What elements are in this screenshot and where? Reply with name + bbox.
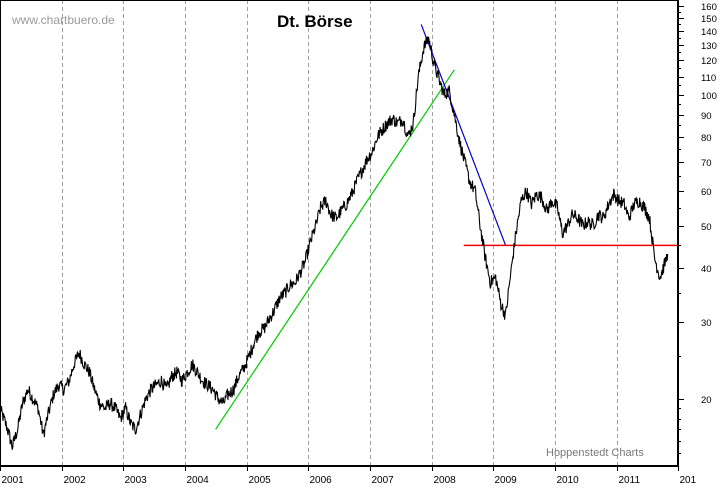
x-tick-label: 2009 xyxy=(495,475,518,486)
x-tick-label: 2007 xyxy=(372,475,395,486)
x-tick-label: 2011 xyxy=(619,475,641,486)
x-tick-label: 201 xyxy=(680,475,697,486)
watermark-text: www.chartbuero.de xyxy=(11,13,115,27)
x-tick-label: 2005 xyxy=(249,475,272,486)
price-series-line xyxy=(0,36,669,450)
trendlines xyxy=(215,24,678,430)
trendline xyxy=(215,69,455,430)
y-tick-label: 130 xyxy=(701,41,717,52)
y-tick-label: 80 xyxy=(701,133,712,144)
y-tick-label: 40 xyxy=(701,264,712,275)
y-tick-label: 160 xyxy=(701,2,717,13)
y-tick-label: 140 xyxy=(701,27,717,38)
y-tick-label: 50 xyxy=(701,222,712,233)
year-gridlines xyxy=(62,0,618,466)
x-tick-label: 2004 xyxy=(187,475,210,486)
x-tick-label: 2002 xyxy=(64,475,87,486)
x-tick-label: 2003 xyxy=(125,475,148,486)
y-tick-label: 120 xyxy=(701,56,717,67)
y-tick-label: 30 xyxy=(701,318,712,329)
y-tick-label: 110 xyxy=(701,73,716,84)
x-tick-label: 2001 xyxy=(2,475,25,486)
y-tick-label: 20 xyxy=(701,395,712,406)
plot-frame xyxy=(0,0,678,466)
trendline xyxy=(420,24,507,246)
y-tick-label: 90 xyxy=(701,111,712,122)
x-tick-label: 2010 xyxy=(557,475,580,486)
credit-text: Hoppenstedt Charts xyxy=(546,447,644,459)
x-tick-label: 2006 xyxy=(310,475,333,486)
y-tick-label: 150 xyxy=(701,14,717,25)
x-axis: 2001 2002 2003 2004 2005 2006 2007 2008 2009 2010… xyxy=(0,466,697,486)
y-tick-label: 100 xyxy=(701,91,717,102)
chart-title: Dt. Börse xyxy=(277,12,353,31)
x-tick-label: 2008 xyxy=(434,475,457,486)
y-tick-label: 60 xyxy=(701,187,712,198)
y-tick-label: 70 xyxy=(701,158,712,169)
